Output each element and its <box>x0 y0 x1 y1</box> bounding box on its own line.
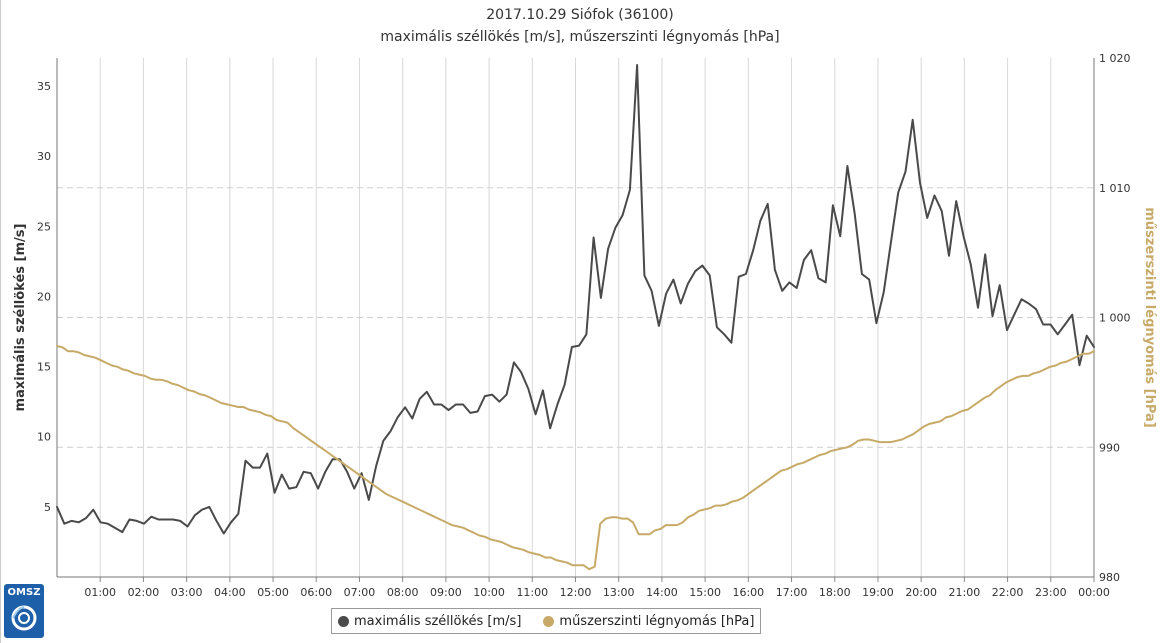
legend-label-wind-gust: maximális széllökés [m/s] <box>354 613 522 629</box>
x-tick-label: 12:00 <box>560 586 592 599</box>
legend-item-wind-gust[interactable]: maximális széllökés [m/s] <box>338 614 521 629</box>
legend-marker-wind-gust <box>338 615 349 627</box>
x-tick-label: 10:00 <box>473 586 505 599</box>
x-tick-label: 07:00 <box>344 586 376 599</box>
logo-text: OMSZ <box>7 587 41 598</box>
y-right-tick-label: 990 <box>1099 441 1120 454</box>
x-tick-label: 19:00 <box>862 586 894 599</box>
x-tick-label: 17:00 <box>776 586 808 599</box>
y-right-tick-label: 1 000 <box>1099 312 1131 325</box>
x-tick-label: 11:00 <box>516 586 548 599</box>
x-tick-label: 01:00 <box>84 586 116 599</box>
x-tick-label: 14:00 <box>646 586 678 599</box>
y-right-tick-label: 1 020 <box>1099 52 1131 65</box>
series-line-pressure <box>56 345 1095 571</box>
y-left-tick-label: 15 <box>37 361 51 374</box>
chart-title: 2017.10.29 Siófok (36100) <box>486 7 674 23</box>
x-tick-label: 04:00 <box>214 586 246 599</box>
x-tick-label: 23:00 <box>1035 586 1067 599</box>
chart-legend: maximális széllökés [m/s] műszerszinti l… <box>331 608 762 634</box>
x-tick-label: 21:00 <box>949 586 981 599</box>
y-left-tick-label: 30 <box>37 150 51 163</box>
x-tick-label: 02:00 <box>128 586 160 599</box>
y-right-tick-label: 1 010 <box>1099 182 1131 195</box>
y-left-tick-label: 25 <box>37 220 51 233</box>
legend-label-pressure: műszerszinti légnyomás [hPa] <box>559 613 755 629</box>
y-right-tick-label: 980 <box>1099 571 1120 584</box>
x-tick-label: 08:00 <box>387 586 419 599</box>
legend-marker-pressure <box>543 615 555 627</box>
series-line-wind-gust <box>56 64 1095 535</box>
x-tick-label: 06:00 <box>300 586 332 599</box>
omsz-logo: OMSZ <box>4 584 44 638</box>
swirl-icon <box>11 605 37 631</box>
x-tick-label: 16:00 <box>732 586 764 599</box>
x-tick-label: 00:00 <box>1078 586 1110 599</box>
x-tick-label: 18:00 <box>819 586 851 599</box>
x-tick-label: 09:00 <box>430 586 462 599</box>
y-left-tick-label: 5 <box>44 501 51 514</box>
x-tick-label: 22:00 <box>992 586 1024 599</box>
legend-item-pressure[interactable]: műszerszinti légnyomás [hPa] <box>543 614 754 629</box>
y-left-tick-label: 20 <box>37 290 51 303</box>
x-tick-label: 20:00 <box>905 586 937 599</box>
x-tick-label: 05:00 <box>257 586 289 599</box>
y-right-axis-title: műszerszinti légnyomás [hPa] <box>1142 207 1157 427</box>
y-left-tick-label: 35 <box>37 80 51 93</box>
chart-subtitle: maximális széllökés [m/s], műszerszinti … <box>380 29 780 45</box>
x-tick-label: 03:00 <box>171 586 203 599</box>
x-tick-label: 13:00 <box>603 586 635 599</box>
x-tick-label: 15:00 <box>689 586 721 599</box>
y-left-tick-label: 10 <box>37 431 51 444</box>
y-left-axis-title: maximális széllökés [m/s] <box>13 224 28 412</box>
